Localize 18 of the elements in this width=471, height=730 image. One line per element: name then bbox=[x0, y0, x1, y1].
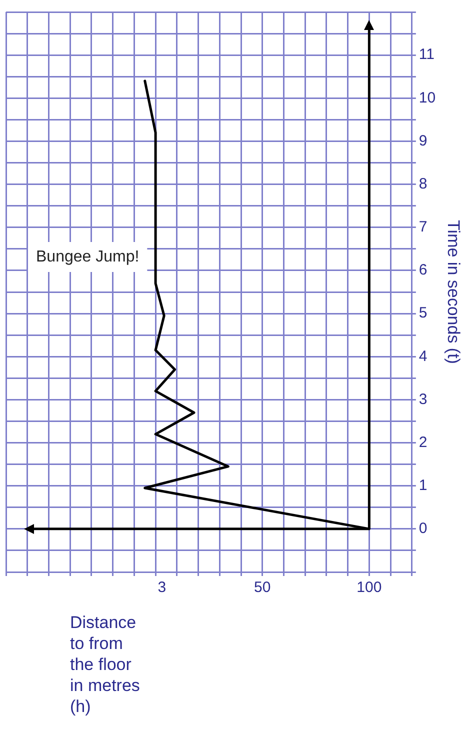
x-tick-label: 3 bbox=[158, 579, 166, 596]
y-tick-label: 5 bbox=[418, 304, 428, 322]
x-axis-title: Distance to from the floor in metres (h) bbox=[70, 612, 140, 717]
y-tick-label: 1 bbox=[418, 476, 428, 494]
y-tick-label: 0 bbox=[418, 520, 428, 538]
y-tick-label: 6 bbox=[418, 262, 428, 279]
y-tick-label: 3 bbox=[418, 390, 428, 408]
x-tick-label: 100 bbox=[356, 579, 382, 596]
y-tick-label: 4 bbox=[418, 348, 428, 365]
x-tick-label: 50 bbox=[254, 579, 271, 596]
y-tick-label: 7 bbox=[418, 218, 428, 236]
y-tick-label: 9 bbox=[418, 132, 428, 150]
y-tick-label: 2 bbox=[418, 434, 428, 451]
y-tick-label: 11 bbox=[418, 46, 434, 64]
y-tick-label: 10 bbox=[418, 89, 436, 106]
y-axis-title: Time in seconds (t) bbox=[444, 220, 464, 364]
y-tick-label: 8 bbox=[418, 175, 428, 192]
text: Bungee Jump! bbox=[36, 248, 140, 266]
